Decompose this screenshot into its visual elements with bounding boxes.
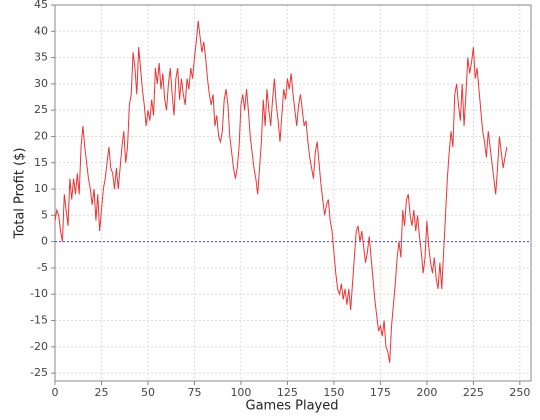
x-tick-label: 0 <box>52 386 59 399</box>
y-tick-label: -10 <box>30 287 48 300</box>
y-axis-label: Total Profit ($) <box>13 148 28 240</box>
plot-area <box>55 5 531 381</box>
y-tick-label: 30 <box>34 77 48 90</box>
x-tick-label: 250 <box>509 386 530 399</box>
x-tick-label: 175 <box>370 386 391 399</box>
x-tick-label: 25 <box>94 386 108 399</box>
y-tick-label: -25 <box>30 366 48 379</box>
y-tick-label: 45 <box>34 0 48 11</box>
y-tick-label: 35 <box>34 51 48 64</box>
y-tick-label: -5 <box>37 261 48 274</box>
plot-border <box>54 4 532 382</box>
profit-line <box>54 20 508 363</box>
y-tick-label: -20 <box>30 340 48 353</box>
y-tick-label: 25 <box>34 103 48 116</box>
x-tick-label: 100 <box>230 386 251 399</box>
y-tick-label: 10 <box>34 182 48 195</box>
x-axis-label: Games Played <box>246 399 339 414</box>
y-tick-label: 5 <box>41 208 48 221</box>
y-tick-label: 40 <box>34 24 48 37</box>
y-tick-label: 20 <box>34 129 48 142</box>
x-tick-label: 200 <box>416 386 437 399</box>
x-tick-label: 150 <box>323 386 344 399</box>
x-tick-label: 50 <box>141 386 155 399</box>
y-tick-label: -15 <box>30 314 48 327</box>
x-tick-label: 125 <box>277 386 298 399</box>
y-tick-label: 0 <box>41 235 48 248</box>
x-tick-label: 225 <box>463 386 484 399</box>
x-tick-label: 75 <box>187 386 201 399</box>
y-tick-label: 15 <box>34 156 48 169</box>
